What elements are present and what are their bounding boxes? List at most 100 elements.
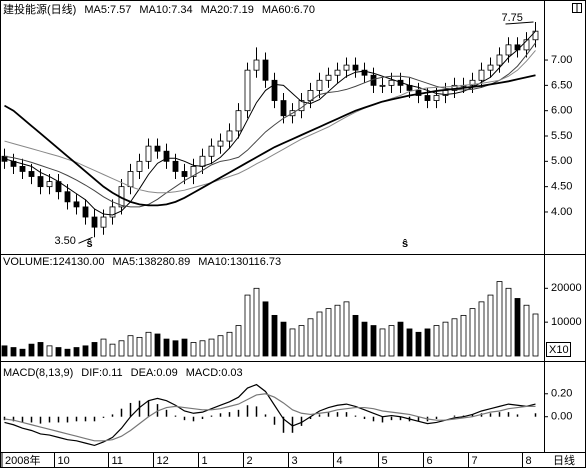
volume-bar [235, 325, 242, 357]
x-tick-label: 1 [202, 455, 208, 467]
candle-body [199, 155, 206, 167]
volume-bar [37, 342, 44, 357]
ma-line [4, 42, 536, 208]
y-tick-label: 5.50 [551, 130, 572, 142]
y-tick-label: 0.00 [551, 411, 572, 423]
period-label: 日线 [553, 453, 575, 467]
candle-body [100, 216, 107, 228]
candle-body [280, 100, 287, 117]
low-arrow [78, 236, 93, 244]
candle-body [37, 176, 44, 188]
x-tick-label: 11 [112, 455, 123, 467]
candle-body [352, 64, 359, 71]
header-label: MA20:7.19 [201, 4, 254, 16]
x-tick-label: 4 [337, 455, 343, 467]
y-tick-label: 7.00 [551, 54, 572, 66]
volume-bar [388, 325, 395, 357]
volume-bar [505, 287, 512, 357]
x-tick-label: 3 [292, 455, 298, 467]
candle-body [487, 64, 494, 71]
candle-body [145, 145, 152, 162]
candle-body [469, 79, 476, 86]
y-tick-label: 10000 [551, 316, 582, 328]
candle-body [433, 95, 440, 101]
ma-line [4, 74, 536, 207]
volume-bar [487, 294, 494, 357]
candle-body [325, 74, 332, 81]
volume-bar [55, 347, 62, 357]
volume-bar [136, 336, 143, 357]
candle-body [271, 79, 278, 101]
x-tick-label: 7 [472, 455, 478, 467]
candle-body [172, 160, 179, 172]
candle-body [343, 64, 350, 71]
low-label: 3.50 [55, 235, 76, 247]
candle-body [424, 95, 431, 101]
volume-bar [316, 311, 323, 357]
volume-bar [64, 348, 71, 357]
y-tick-label: 4.00 [551, 206, 572, 218]
volume-bar [172, 340, 179, 357]
volume-bar [145, 331, 152, 357]
candle-body [208, 145, 215, 157]
high-label: 7.75 [502, 12, 523, 24]
volume-bar [343, 301, 350, 357]
volume-bar [307, 318, 314, 357]
candle-body [316, 79, 323, 91]
volume-bar [118, 340, 125, 357]
volume-bar [1, 345, 8, 357]
volume-bar [478, 301, 485, 357]
volume-bar [226, 331, 233, 357]
volume-bar [91, 342, 98, 357]
volume-bar [289, 328, 296, 357]
volume-bar [244, 294, 251, 357]
y-tick-label: 4.50 [551, 181, 572, 193]
volume-bar [82, 345, 89, 357]
candle-body [127, 171, 134, 188]
volume-bar [46, 345, 53, 357]
volume-bar [28, 343, 35, 357]
high-arrow [505, 21, 534, 25]
volume-bar [496, 281, 503, 357]
candle-body [226, 130, 233, 142]
volume-bar [406, 328, 413, 357]
candle-body [154, 145, 161, 152]
volume-bar [10, 347, 17, 357]
volume-bar [397, 321, 404, 357]
volume-bar [100, 338, 107, 357]
volume-bar [424, 328, 431, 357]
macd-line [4, 393, 536, 442]
volume-bar [109, 343, 116, 357]
x-tick-label: 2008年 [5, 453, 40, 467]
candle-body [496, 54, 503, 66]
candle-body [361, 69, 368, 76]
header-label: MA10:7.34 [139, 4, 192, 16]
candle-body [379, 84, 386, 87]
volume-bar [514, 298, 521, 357]
volume-bar [208, 338, 215, 357]
marker: ŝ [87, 238, 93, 250]
candle-body [91, 216, 98, 228]
volume-bar [433, 325, 440, 357]
volume-bar [379, 328, 386, 357]
volume-bar [73, 347, 80, 357]
y-tick-label: 6.50 [551, 79, 572, 91]
candle-body [64, 191, 71, 203]
volume-bar [163, 338, 170, 357]
volume-bar [19, 348, 26, 357]
volume-bar [532, 313, 539, 357]
volume-bar [127, 335, 134, 357]
candle-body [163, 150, 170, 162]
y-tick-label: 20000 [551, 282, 582, 294]
volume-bar [361, 321, 368, 357]
candle-body [253, 59, 260, 71]
header-label: 建投能源(日线) [3, 2, 76, 16]
volume-bar [325, 308, 332, 357]
header-label: MA5:7.57 [84, 4, 131, 16]
candle-body [190, 165, 197, 177]
unit-box [546, 342, 571, 357]
y-tick-label: 6.00 [551, 105, 572, 117]
candle-body [82, 206, 89, 218]
